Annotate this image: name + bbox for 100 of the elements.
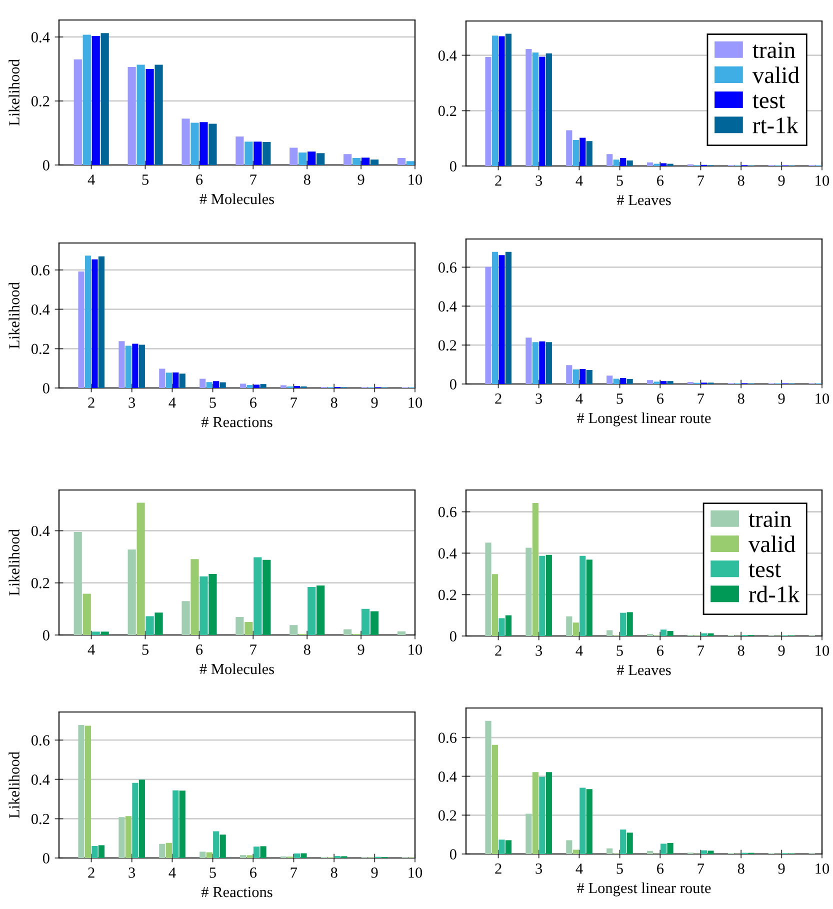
x-tick-label: 9 xyxy=(371,398,378,408)
bar xyxy=(485,720,492,854)
y-axis-title: Likelihood xyxy=(8,282,20,349)
bar xyxy=(154,612,163,635)
bar xyxy=(125,346,132,388)
y-tick-label: 0.4 xyxy=(438,301,457,312)
x-tick-label: 5 xyxy=(210,868,216,878)
bar xyxy=(208,124,217,165)
bar xyxy=(532,342,538,384)
bar xyxy=(244,142,253,165)
legend-label: test xyxy=(748,564,782,578)
x-tick-label: 9 xyxy=(358,644,364,655)
bar xyxy=(526,338,532,384)
x-tick-label: 7 xyxy=(698,646,704,656)
bar xyxy=(344,629,352,635)
x-tick-label: 5 xyxy=(616,394,623,404)
bar xyxy=(128,67,136,165)
x-tick-label: 3 xyxy=(536,176,542,186)
bar xyxy=(74,532,82,635)
x-tick-label: 2 xyxy=(88,398,94,408)
x-tick-label: 9 xyxy=(358,174,364,185)
bar xyxy=(647,162,654,166)
bar xyxy=(498,618,505,636)
x-tick-label: 3 xyxy=(128,398,136,408)
bar xyxy=(505,840,512,854)
bar xyxy=(539,341,546,384)
x-tick-label: 6 xyxy=(657,646,664,656)
x-tick-label: 2 xyxy=(495,176,502,186)
bar xyxy=(98,256,105,388)
y-tick-label: 0.6 xyxy=(31,735,50,746)
bar xyxy=(492,744,498,854)
x-tick-label: 7 xyxy=(698,176,704,186)
bar xyxy=(546,772,552,854)
bar xyxy=(606,154,613,166)
bar xyxy=(200,576,208,635)
bar xyxy=(485,266,492,384)
y-tick-label: 0.4 xyxy=(31,32,50,42)
x-tick-label: 8 xyxy=(330,867,338,878)
bar xyxy=(159,368,166,388)
x-tick-label: 2 xyxy=(495,864,502,874)
x-axis-title: # Leaves xyxy=(616,195,671,206)
x-tick-label: 6 xyxy=(196,644,203,655)
legend-label: test xyxy=(752,94,785,108)
x-tick-label: 8 xyxy=(304,644,310,655)
bar xyxy=(125,816,132,858)
bar xyxy=(159,844,166,858)
y-tick-label: 0 xyxy=(42,383,50,394)
bar xyxy=(236,136,244,165)
bar xyxy=(580,138,586,166)
bar xyxy=(586,370,592,384)
bar xyxy=(138,780,145,858)
bar xyxy=(586,141,592,166)
bar xyxy=(546,554,552,636)
bar xyxy=(613,160,620,166)
bar xyxy=(254,384,260,388)
bar xyxy=(262,142,271,165)
y-tick-label: 0.6 xyxy=(31,265,50,276)
x-tick-label: 3 xyxy=(536,394,542,404)
y-tick-label: 0 xyxy=(42,853,50,864)
bar xyxy=(397,158,406,165)
y-tick-label: 0.2 xyxy=(31,814,50,824)
bar xyxy=(260,384,266,388)
bar xyxy=(498,840,505,854)
x-tick-label: 7 xyxy=(250,644,257,655)
bar xyxy=(316,585,325,635)
bar xyxy=(620,612,626,636)
bar xyxy=(308,152,316,165)
y-tick-label: 0.2 xyxy=(438,590,456,600)
bar xyxy=(505,252,512,384)
bar xyxy=(92,632,100,635)
bar xyxy=(206,382,212,388)
bar xyxy=(526,548,532,636)
bar xyxy=(566,616,572,636)
bar xyxy=(626,832,633,854)
bar xyxy=(118,817,125,858)
bar xyxy=(206,852,212,858)
x-tick-label: 6 xyxy=(250,398,257,408)
y-tick-label: 0.4 xyxy=(438,50,457,61)
x-tick-label: 8 xyxy=(738,393,744,404)
bar xyxy=(566,365,572,384)
x-axis-title: # Longest linear route xyxy=(577,412,711,426)
bar xyxy=(84,726,92,858)
bar xyxy=(700,850,708,854)
bar xyxy=(580,369,586,384)
bar xyxy=(240,855,246,858)
bar xyxy=(580,788,586,854)
bar xyxy=(647,380,654,384)
bar xyxy=(179,790,186,858)
x-tick-label: 8 xyxy=(738,175,744,186)
bar xyxy=(220,382,226,388)
bar xyxy=(190,122,199,165)
bar xyxy=(546,53,552,166)
bar xyxy=(146,616,154,635)
bar xyxy=(246,385,253,388)
y-tick-label: 0.4 xyxy=(438,771,457,782)
y-tick-label: 0.4 xyxy=(31,304,50,315)
legend-label: train xyxy=(752,42,796,58)
x-tick-label: 4 xyxy=(168,398,176,408)
x-tick-label: 9 xyxy=(778,864,785,874)
bar xyxy=(505,615,512,636)
